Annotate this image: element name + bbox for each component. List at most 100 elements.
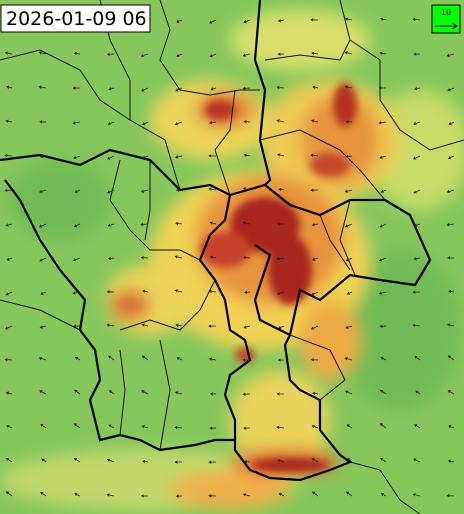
wind-arrow	[38, 51, 47, 55]
wind-arrow	[412, 323, 421, 327]
wind-arrow	[276, 119, 285, 123]
wind-arrow	[344, 85, 353, 89]
wind-arrow	[4, 357, 13, 362]
wind-arrow	[175, 494, 183, 498]
wind-arrow	[175, 323, 183, 327]
wind-arrow	[311, 119, 319, 123]
wind-arrow	[140, 494, 149, 498]
wind-arrow	[243, 153, 251, 157]
wind-arrow	[242, 86, 251, 91]
wind-arrow	[379, 223, 387, 228]
wind-arrow	[276, 85, 285, 89]
wind-arrow	[380, 17, 387, 21]
wind-arrow	[39, 154, 47, 159]
wind-arrow	[379, 324, 387, 328]
wind-arrow	[39, 257, 47, 262]
wind-arrow	[107, 256, 115, 261]
wind-arrow	[311, 491, 319, 497]
wind-arrow	[73, 457, 81, 463]
wind-arrow	[242, 221, 251, 225]
wind-arrow	[5, 291, 13, 296]
wind-arrow	[40, 491, 47, 497]
wind-arrow	[107, 155, 115, 160]
wind-arrow	[140, 255, 149, 260]
wind-arrow	[140, 222, 149, 227]
wind-arrow	[413, 121, 421, 126]
wind-arrow	[345, 257, 353, 262]
wind-arrow	[276, 291, 285, 296]
wind-arrow	[208, 460, 217, 464]
wind-arrow	[344, 17, 353, 21]
wind-arrow	[242, 493, 251, 497]
wind-arrow	[106, 458, 115, 463]
wind-arrow	[345, 154, 353, 158]
wind-arrow	[243, 19, 251, 24]
wind-arrow	[413, 257, 421, 261]
wind-arrow	[312, 391, 319, 395]
wind-arrow	[412, 17, 421, 21]
wind-arrow	[141, 425, 149, 429]
wind-arrow	[208, 187, 217, 191]
wind-arrow	[39, 189, 47, 193]
wind-arrow	[311, 458, 319, 463]
wind-arrow	[378, 86, 387, 90]
wind-arrow	[209, 19, 217, 24]
wind-arrow	[72, 86, 81, 90]
wind-arrow	[345, 120, 353, 124]
wind-arrow	[311, 257, 319, 261]
wind-arrow	[38, 85, 47, 89]
wind-arrow	[41, 458, 47, 463]
wind-arrow	[378, 291, 387, 295]
wind-arrow	[107, 121, 115, 126]
wind-arrow	[242, 53, 251, 57]
wind-arrow	[277, 19, 285, 23]
wind-arrow	[142, 155, 149, 159]
wind-arrow	[446, 53, 455, 57]
wind-arrow	[208, 494, 217, 498]
wind-arrow	[380, 493, 387, 497]
wind-arrow	[276, 257, 285, 261]
wind-arrow	[107, 223, 115, 227]
wind-arrow	[242, 255, 251, 260]
wind-arrow	[209, 255, 217, 259]
wind-arrow	[40, 424, 47, 429]
wind-arrow	[107, 189, 115, 194]
wind-arrow	[142, 459, 149, 464]
wind-arrow	[345, 325, 353, 329]
wind-arrow	[379, 155, 387, 159]
wind-arrow	[310, 325, 319, 330]
wind-arrow	[344, 189, 353, 193]
wind-arrow	[141, 323, 149, 327]
wind-arrows	[4, 17, 455, 498]
wind-arrow	[106, 493, 115, 497]
wind-arrow	[174, 121, 183, 126]
wind-arrow	[311, 51, 319, 55]
wind-arrow	[447, 425, 455, 429]
wind-arrow	[38, 223, 47, 228]
wind-arrow	[39, 120, 47, 124]
wind-arrow	[447, 459, 455, 463]
wind-arrow	[277, 325, 285, 330]
wind-arrow	[74, 356, 81, 361]
wind-arrow	[174, 391, 183, 395]
wind-arrow	[412, 155, 421, 160]
wind-arrow	[106, 323, 115, 327]
wind-arrow	[447, 87, 455, 92]
wind-arrow	[346, 291, 353, 295]
wind-arrow	[141, 355, 149, 361]
wind-arrow	[72, 121, 81, 125]
wind-arrow	[311, 424, 319, 429]
wind-arrow	[38, 356, 47, 361]
timestamp: 2026-01-09 06	[6, 8, 147, 30]
wind-arrow	[174, 460, 183, 464]
wind-arrow	[176, 53, 183, 58]
wind-arrow	[345, 390, 353, 395]
wind-arrow	[174, 289, 183, 293]
wind-arrow	[175, 87, 183, 92]
wind-arrow	[4, 153, 13, 158]
wind-arrow	[447, 256, 455, 260]
wind-arrow	[142, 121, 149, 126]
wind-arrow	[277, 358, 285, 362]
